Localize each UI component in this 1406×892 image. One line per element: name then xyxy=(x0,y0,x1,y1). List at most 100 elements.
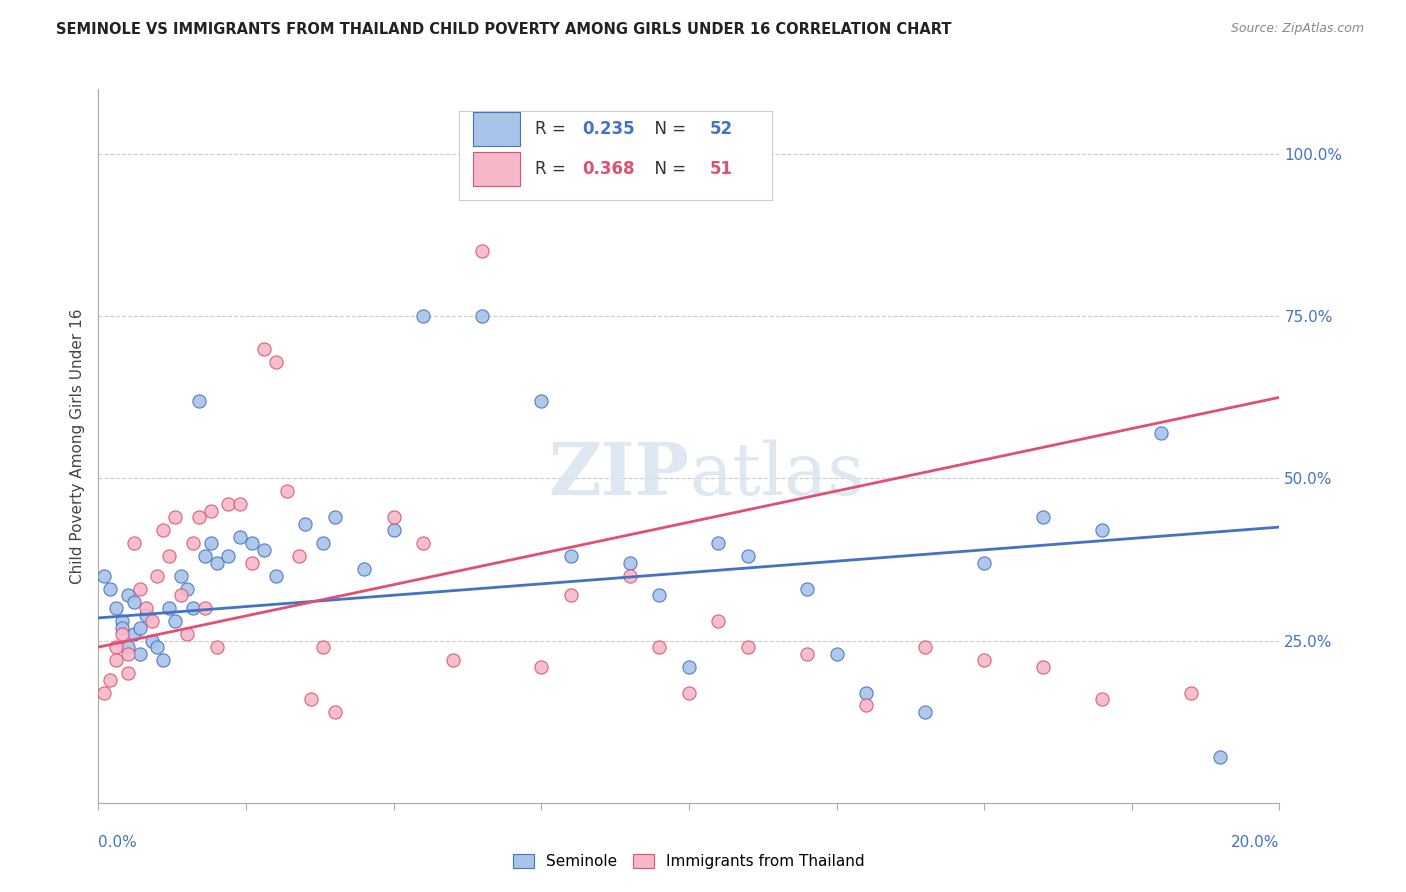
Point xyxy=(152,524,174,538)
Point xyxy=(264,568,287,582)
Point xyxy=(294,516,316,531)
Point xyxy=(825,647,848,661)
FancyBboxPatch shape xyxy=(472,112,520,146)
Point xyxy=(117,666,139,681)
Point xyxy=(914,705,936,719)
Point xyxy=(105,640,128,654)
Legend: Seminole, Immigrants from Thailand: Seminole, Immigrants from Thailand xyxy=(506,848,872,875)
Point xyxy=(648,588,671,602)
Point xyxy=(98,582,121,596)
Point xyxy=(165,510,187,524)
Point xyxy=(200,536,222,550)
Text: 0.235: 0.235 xyxy=(582,120,636,138)
Point xyxy=(855,685,877,699)
Point xyxy=(135,601,157,615)
Point xyxy=(471,310,494,324)
Point xyxy=(205,556,228,570)
Y-axis label: Child Poverty Among Girls Under 16: Child Poverty Among Girls Under 16 xyxy=(69,309,84,583)
Point xyxy=(152,653,174,667)
Point xyxy=(135,607,157,622)
Point xyxy=(205,640,228,654)
Point xyxy=(253,342,276,356)
Point xyxy=(288,549,311,564)
Point xyxy=(530,393,553,408)
Point xyxy=(200,504,222,518)
Point xyxy=(589,147,612,161)
Point xyxy=(855,698,877,713)
Point xyxy=(146,640,169,654)
Point xyxy=(181,601,204,615)
Point xyxy=(128,647,150,661)
Point xyxy=(194,601,217,615)
Point xyxy=(707,536,730,550)
Point xyxy=(157,549,180,564)
Point xyxy=(128,621,150,635)
Point xyxy=(382,524,405,538)
Point xyxy=(217,549,239,564)
Point xyxy=(471,244,494,259)
Point xyxy=(93,685,115,699)
Point xyxy=(796,582,818,596)
Point xyxy=(240,536,263,550)
Text: 0.0%: 0.0% xyxy=(98,836,138,850)
Point xyxy=(229,497,252,511)
Point xyxy=(98,673,121,687)
Point xyxy=(111,614,134,628)
Point xyxy=(323,510,346,524)
Point xyxy=(217,497,239,511)
Point xyxy=(707,614,730,628)
Point xyxy=(122,595,145,609)
Point xyxy=(146,568,169,582)
Point xyxy=(229,530,252,544)
Point xyxy=(1180,685,1202,699)
Point xyxy=(117,647,139,661)
Point xyxy=(117,588,139,602)
Point xyxy=(122,536,145,550)
Point xyxy=(240,556,263,570)
Text: 20.0%: 20.0% xyxy=(1232,836,1279,850)
Point xyxy=(170,588,193,602)
Text: 0.368: 0.368 xyxy=(582,161,636,178)
Text: Source: ZipAtlas.com: Source: ZipAtlas.com xyxy=(1230,22,1364,36)
Point xyxy=(560,549,582,564)
Point xyxy=(111,627,134,641)
Point xyxy=(176,582,198,596)
Point xyxy=(619,556,641,570)
Point xyxy=(312,536,335,550)
Point xyxy=(194,549,217,564)
Point xyxy=(796,647,818,661)
Point xyxy=(276,484,298,499)
Text: ZIP: ZIP xyxy=(548,439,689,510)
Point xyxy=(170,568,193,582)
Point xyxy=(93,568,115,582)
Point xyxy=(530,659,553,673)
Point xyxy=(128,582,150,596)
Point xyxy=(323,705,346,719)
Point xyxy=(105,653,128,667)
Point xyxy=(1091,692,1114,706)
Text: SEMINOLE VS IMMIGRANTS FROM THAILAND CHILD POVERTY AMONG GIRLS UNDER 16 CORRELAT: SEMINOLE VS IMMIGRANTS FROM THAILAND CHI… xyxy=(56,22,952,37)
Text: R =: R = xyxy=(536,120,571,138)
FancyBboxPatch shape xyxy=(472,153,520,186)
Point xyxy=(141,633,163,648)
Point xyxy=(1032,510,1054,524)
Point xyxy=(157,601,180,615)
Point xyxy=(165,614,187,628)
Point xyxy=(105,601,128,615)
Point xyxy=(737,640,759,654)
Point xyxy=(737,549,759,564)
Point xyxy=(111,621,134,635)
Text: atlas: atlas xyxy=(689,439,865,510)
Point xyxy=(382,510,405,524)
Point xyxy=(1150,425,1173,440)
Point xyxy=(264,354,287,368)
Point xyxy=(648,640,671,654)
Point xyxy=(1209,750,1232,764)
Point xyxy=(353,562,375,576)
Text: N =: N = xyxy=(644,120,692,138)
Point xyxy=(973,653,995,667)
FancyBboxPatch shape xyxy=(458,111,772,200)
Point xyxy=(1032,659,1054,673)
Point xyxy=(117,640,139,654)
Point xyxy=(253,542,276,557)
